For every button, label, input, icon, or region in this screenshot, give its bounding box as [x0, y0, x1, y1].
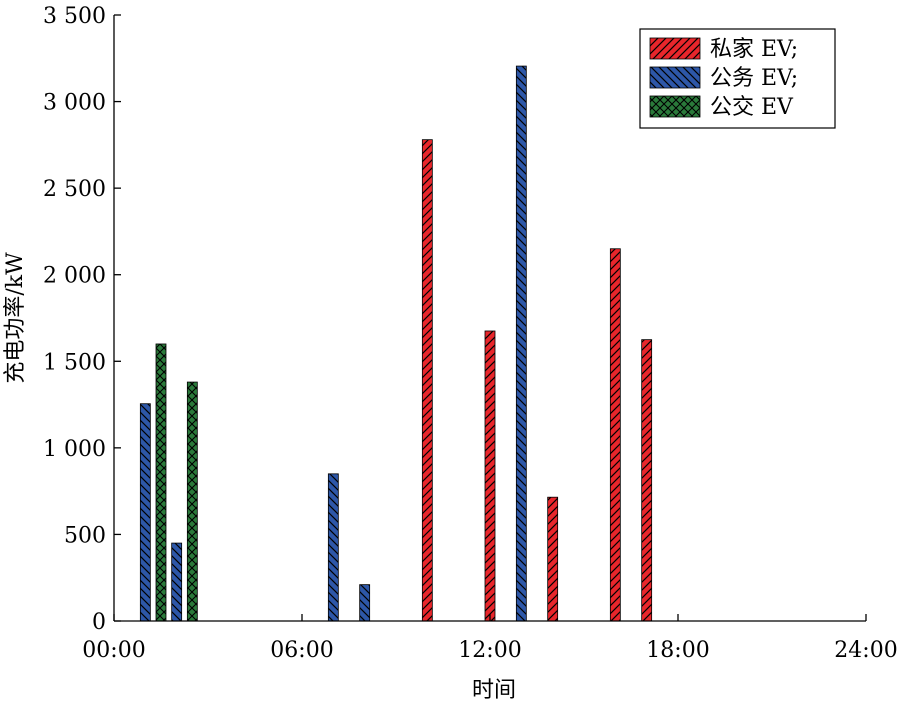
- bar: [186, 381, 198, 622]
- y-tick-label: 500: [64, 523, 106, 548]
- bar: [547, 496, 559, 622]
- legend-label: 私家 EV;: [710, 37, 798, 62]
- legend-swatch: [649, 95, 701, 118]
- y-tick-label: 1 500: [43, 350, 106, 375]
- x-tick-label: 12:00: [458, 638, 521, 663]
- y-tick-label: 1 000: [43, 437, 106, 462]
- bar: [484, 330, 496, 622]
- y-tick-label: 3 500: [43, 4, 106, 29]
- x-tick-label: 00:00: [82, 638, 145, 663]
- bar: [171, 542, 183, 622]
- legend: 私家 EV; 公务 EV; 公交 EV: [639, 28, 836, 129]
- x-tick-label: 06:00: [270, 638, 333, 663]
- legend-swatch: [649, 66, 701, 89]
- bars-group: [139, 65, 653, 622]
- legend-label: 公务 EV;: [710, 66, 798, 91]
- x-tick-label: 24:00: [834, 638, 897, 663]
- legend-swatch: [649, 37, 701, 60]
- bar: [609, 248, 621, 622]
- legend-label: 公交 EV: [710, 95, 794, 120]
- y-axis-label: 充电功率/kW: [3, 252, 28, 384]
- bar: [515, 65, 527, 622]
- y-tick-label: 2 500: [43, 177, 106, 202]
- y-tick-label: 3 000: [43, 91, 106, 116]
- bar: [359, 584, 371, 622]
- bar: [421, 139, 433, 622]
- bar: [327, 473, 339, 622]
- x-tick-label: 18:00: [646, 638, 709, 663]
- bar: [155, 343, 167, 622]
- y-tick-label: 2 000: [43, 264, 106, 289]
- y-tick-label: 0: [92, 610, 106, 635]
- axes-group: 0 500 1 000 1 500 2 000 2 500 3 000 3 500 00:00 0…: [43, 4, 898, 663]
- x-axis-label: 时间: [472, 678, 516, 703]
- bar: [641, 339, 653, 622]
- bar: [139, 403, 151, 622]
